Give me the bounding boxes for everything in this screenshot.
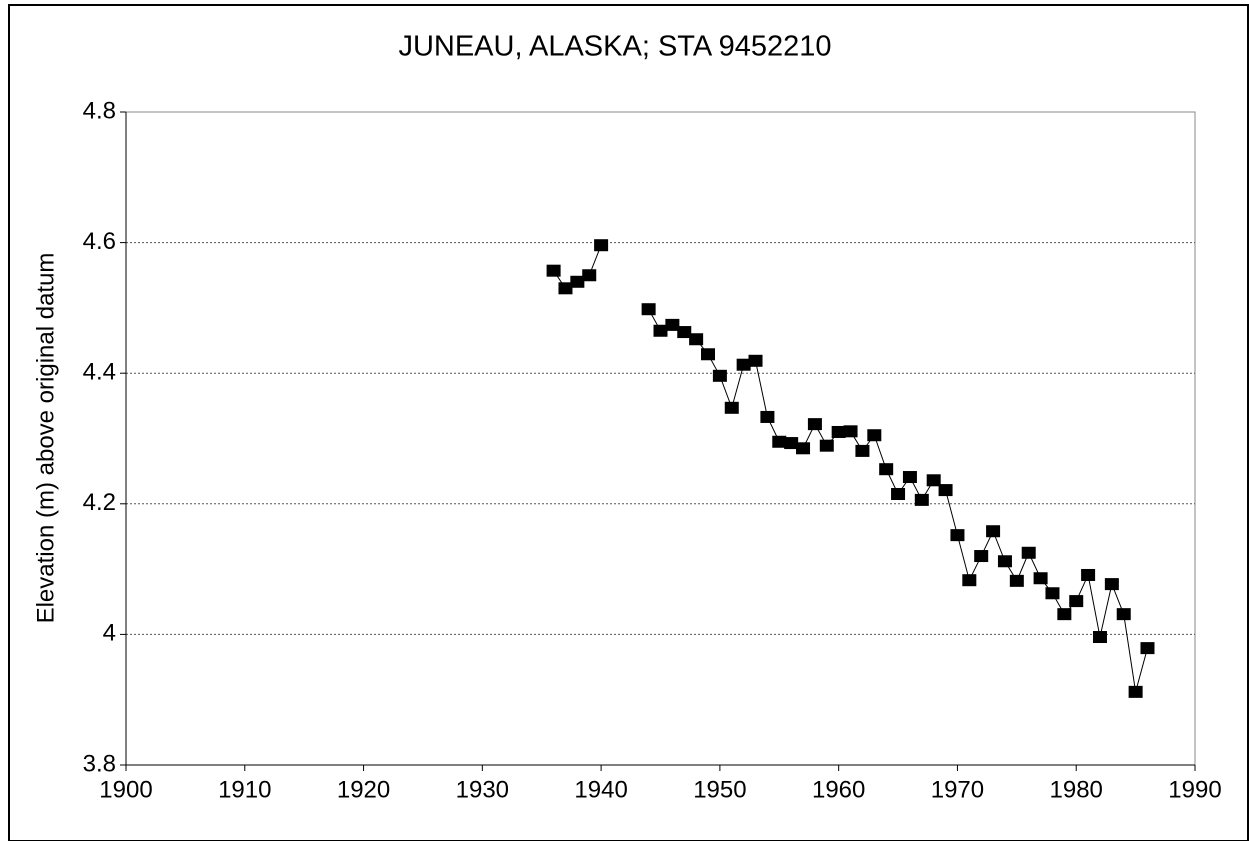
x-tick-label: 1910 bbox=[218, 776, 271, 803]
data-point bbox=[724, 401, 739, 414]
data-point bbox=[986, 525, 1001, 538]
frame bbox=[8, 4, 1249, 841]
x-tick-label: 1980 bbox=[1050, 776, 1103, 803]
data-point bbox=[1116, 608, 1131, 621]
y-tick-label: 3.8 bbox=[83, 750, 116, 777]
plot-area bbox=[125, 111, 1196, 766]
data-point bbox=[902, 471, 917, 484]
data-point bbox=[784, 437, 799, 450]
data-point bbox=[831, 425, 846, 438]
data-point bbox=[974, 550, 989, 563]
data-point bbox=[926, 474, 941, 487]
data-point bbox=[879, 463, 894, 476]
data-point bbox=[653, 324, 668, 337]
data-point bbox=[677, 326, 692, 339]
data-point bbox=[1081, 568, 1096, 581]
data-point bbox=[855, 444, 870, 457]
data-point bbox=[807, 418, 822, 431]
x-tick-label: 1950 bbox=[693, 776, 746, 803]
x-tick-label: 1920 bbox=[337, 776, 390, 803]
data-point bbox=[1009, 574, 1024, 587]
data-point bbox=[760, 410, 775, 423]
data-point bbox=[1021, 546, 1036, 559]
y-tick-label: 4.8 bbox=[83, 97, 116, 124]
data-point bbox=[582, 269, 597, 282]
data-point bbox=[748, 354, 763, 367]
data-point bbox=[914, 493, 929, 506]
data-point bbox=[665, 318, 680, 331]
data-point bbox=[1057, 608, 1072, 621]
data-point bbox=[570, 275, 585, 288]
data-point bbox=[701, 348, 716, 361]
data-point bbox=[819, 439, 834, 452]
data-point bbox=[689, 333, 704, 346]
data-point bbox=[1033, 572, 1048, 585]
data-point bbox=[1045, 587, 1060, 600]
data-point bbox=[546, 264, 561, 277]
x-tick-label: 1930 bbox=[456, 776, 509, 803]
data-point bbox=[962, 574, 977, 587]
data-point bbox=[997, 555, 1012, 568]
data-point bbox=[1140, 642, 1155, 655]
y-tick-label: 4.6 bbox=[83, 228, 116, 255]
y-axis-label: Elevation (m) above original datum bbox=[32, 253, 59, 624]
chart-title: JUNEAU, ALASKA; STA 9452210 bbox=[398, 31, 831, 63]
data-point bbox=[867, 429, 882, 442]
data-point bbox=[891, 488, 906, 501]
data-point bbox=[558, 282, 573, 295]
data-point bbox=[736, 358, 751, 371]
data-point bbox=[1069, 595, 1084, 608]
data-point bbox=[641, 303, 656, 316]
data-point bbox=[843, 425, 858, 438]
x-tick-label: 1900 bbox=[99, 776, 152, 803]
x-tick-label: 1970 bbox=[931, 776, 984, 803]
data-point bbox=[938, 484, 953, 497]
data-point bbox=[712, 369, 727, 382]
x-tick-label: 1960 bbox=[812, 776, 865, 803]
data-point bbox=[594, 239, 609, 252]
data-point bbox=[1092, 631, 1107, 644]
y-tick-label: 4.4 bbox=[83, 359, 116, 386]
y-tick-label: 4 bbox=[103, 620, 116, 647]
data-point bbox=[772, 435, 787, 448]
x-tick-label: 1940 bbox=[574, 776, 627, 803]
data-point bbox=[1104, 578, 1119, 591]
data-point bbox=[796, 442, 811, 455]
y-tick-label: 4.2 bbox=[83, 489, 116, 516]
data-point bbox=[950, 529, 965, 542]
data-point bbox=[1128, 685, 1143, 698]
x-tick-label: 1990 bbox=[1168, 776, 1221, 803]
